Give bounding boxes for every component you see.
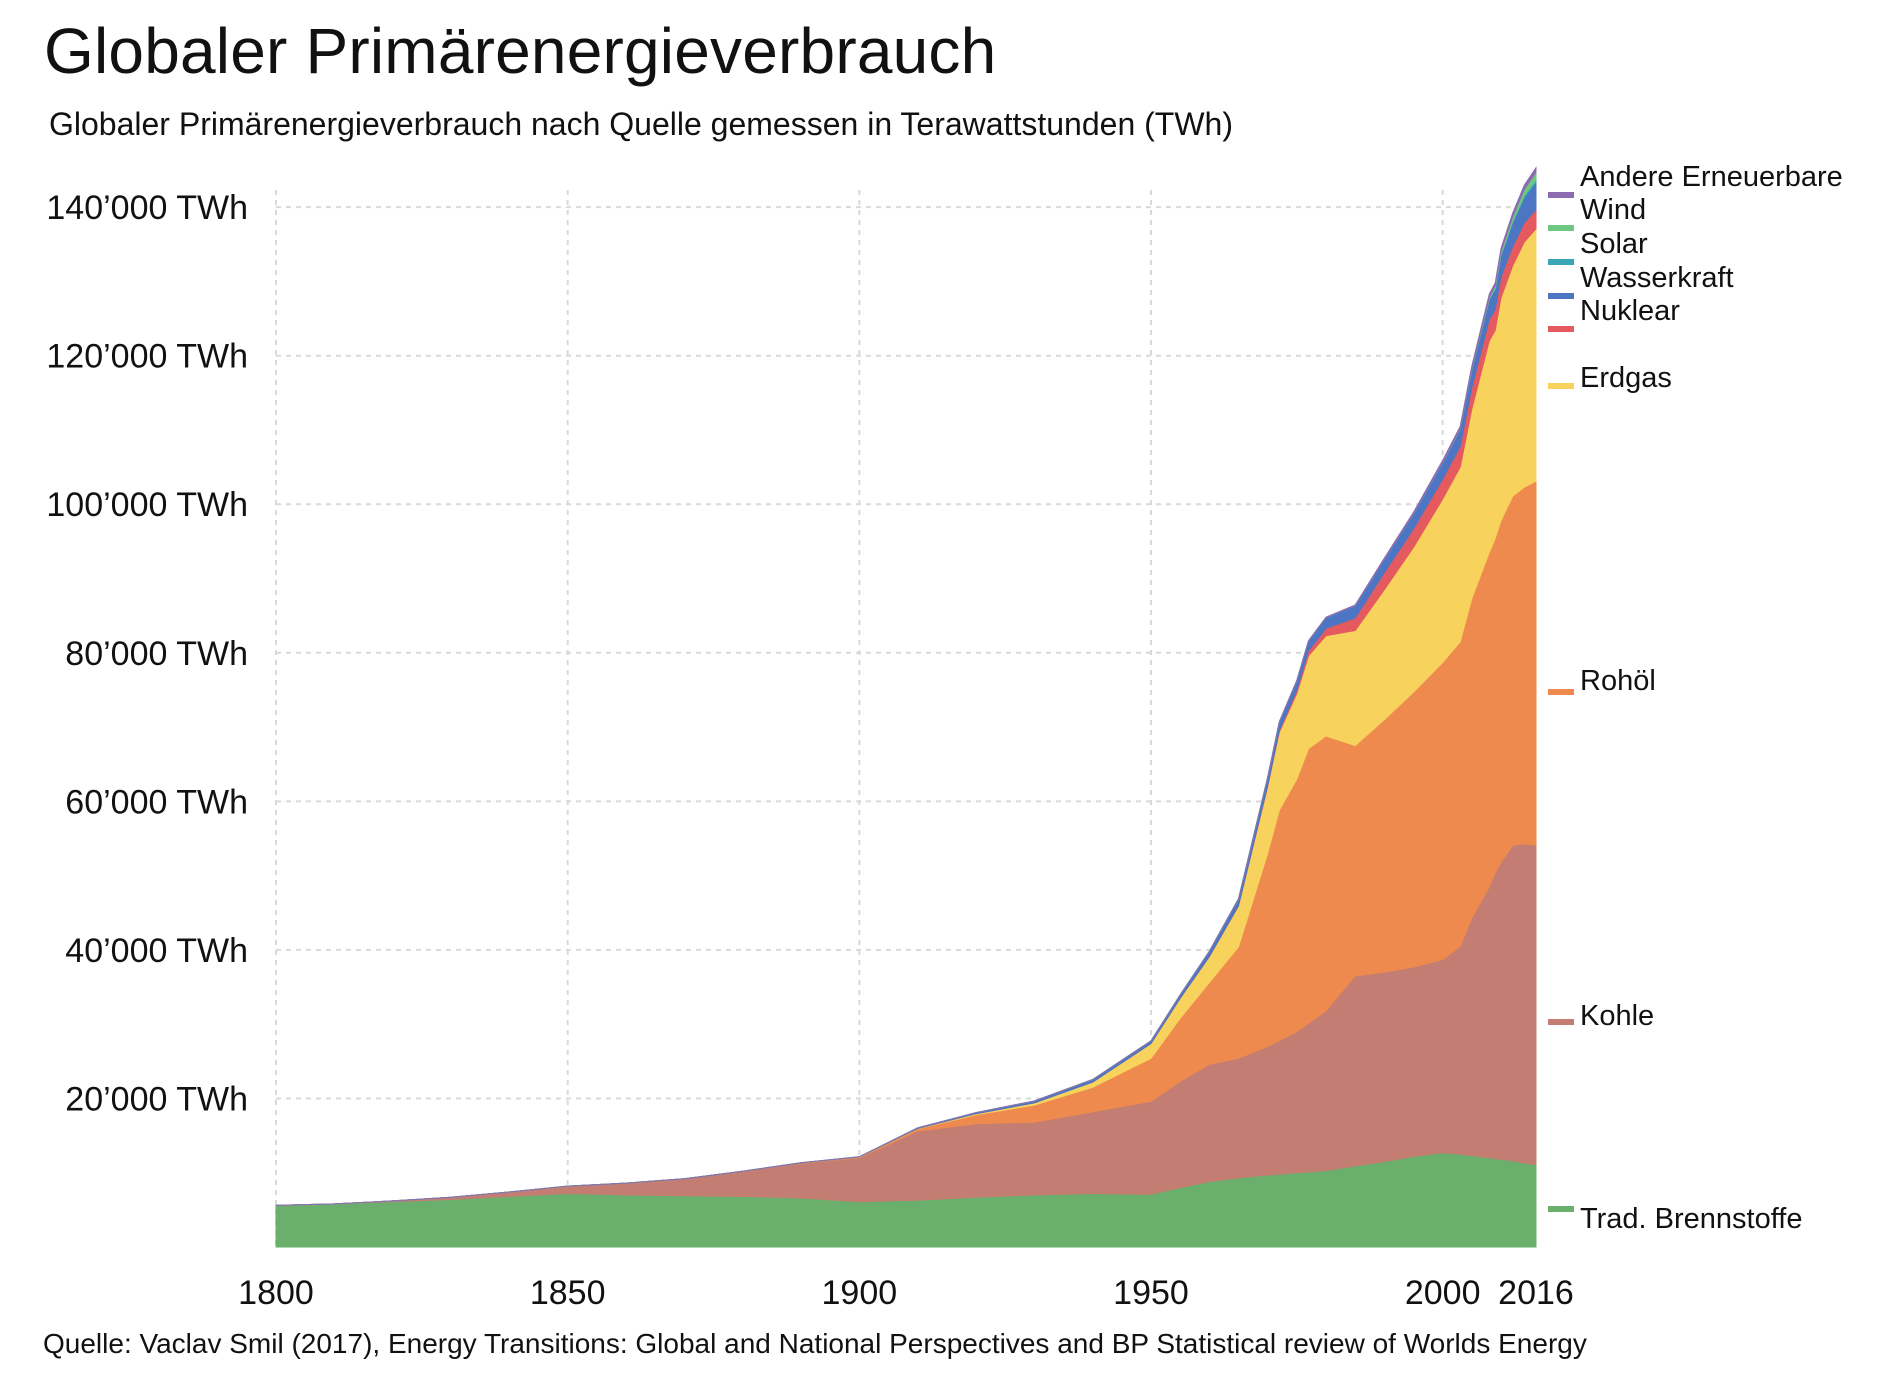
- chart-title: Globaler Primärenergieverbrauch: [44, 15, 997, 87]
- legend-label-wind: Wind: [1580, 194, 1646, 226]
- x-tick-label: 2016: [1498, 1274, 1574, 1312]
- legend-label-solar: Solar: [1580, 228, 1648, 260]
- legend-label-nuklear: Nuklear: [1580, 295, 1680, 327]
- chart-subtitle: Globaler Primärenergieverbrauch nach Que…: [49, 106, 1233, 142]
- legend-label-andere-erneuerbare: Andere Erneuerbare: [1580, 161, 1843, 193]
- x-tick-label: 1900: [822, 1274, 898, 1312]
- y-tick-label: 140’000 TWh: [46, 189, 248, 227]
- x-tick-label: 1850: [530, 1274, 606, 1312]
- stacked-area-chart: 20’000 TWh 40’000 TWh 60’000 TWh 80’000 TWh…: [46, 161, 1843, 1312]
- y-tick-label: 20’000 TWh: [65, 1080, 248, 1118]
- x-tick-label: 2000: [1405, 1274, 1481, 1312]
- area-layer: [275, 166, 1537, 1248]
- legend-label-erdgas: Erdgas: [1580, 362, 1672, 394]
- y-axis: 20’000 TWh 40’000 TWh 60’000 TWh 80’000 TWh…: [46, 189, 248, 1118]
- x-tick-label: 1800: [238, 1274, 314, 1312]
- grid-layer: [275, 190, 1536, 1247]
- x-tick-label: 1950: [1113, 1274, 1189, 1312]
- legend-label-rohöl: Rohöl: [1580, 665, 1656, 697]
- y-tick-label: 40’000 TWh: [65, 932, 248, 970]
- legend-label-kohle: Kohle: [1580, 1000, 1654, 1032]
- area-andere-erneuerbare: [275, 166, 1537, 1206]
- y-tick-label: 60’000 TWh: [65, 783, 248, 821]
- y-tick-label: 100’000 TWh: [46, 486, 248, 524]
- legend-label-trad-brennstoffe: Trad. Brennstoffe: [1580, 1203, 1802, 1235]
- source-note: Quelle: Vaclav Smil (2017), Energy Trans…: [43, 1328, 1587, 1359]
- y-tick-label: 120’000 TWh: [46, 338, 248, 376]
- legend-label-wasserkraft: Wasserkraft: [1580, 262, 1734, 294]
- x-axis: 1800 1850 1900 1950 2000 2016: [238, 1274, 1574, 1312]
- y-tick-label: 80’000 TWh: [65, 635, 248, 673]
- legend: Andere ErneuerbareWindSolarWasserkraftNu…: [1548, 161, 1843, 1235]
